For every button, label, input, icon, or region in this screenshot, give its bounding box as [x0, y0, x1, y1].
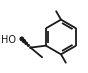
Circle shape	[20, 37, 24, 41]
Text: HO: HO	[1, 35, 16, 45]
Circle shape	[23, 40, 25, 43]
Circle shape	[30, 47, 31, 48]
Circle shape	[25, 42, 27, 44]
Circle shape	[27, 45, 29, 46]
